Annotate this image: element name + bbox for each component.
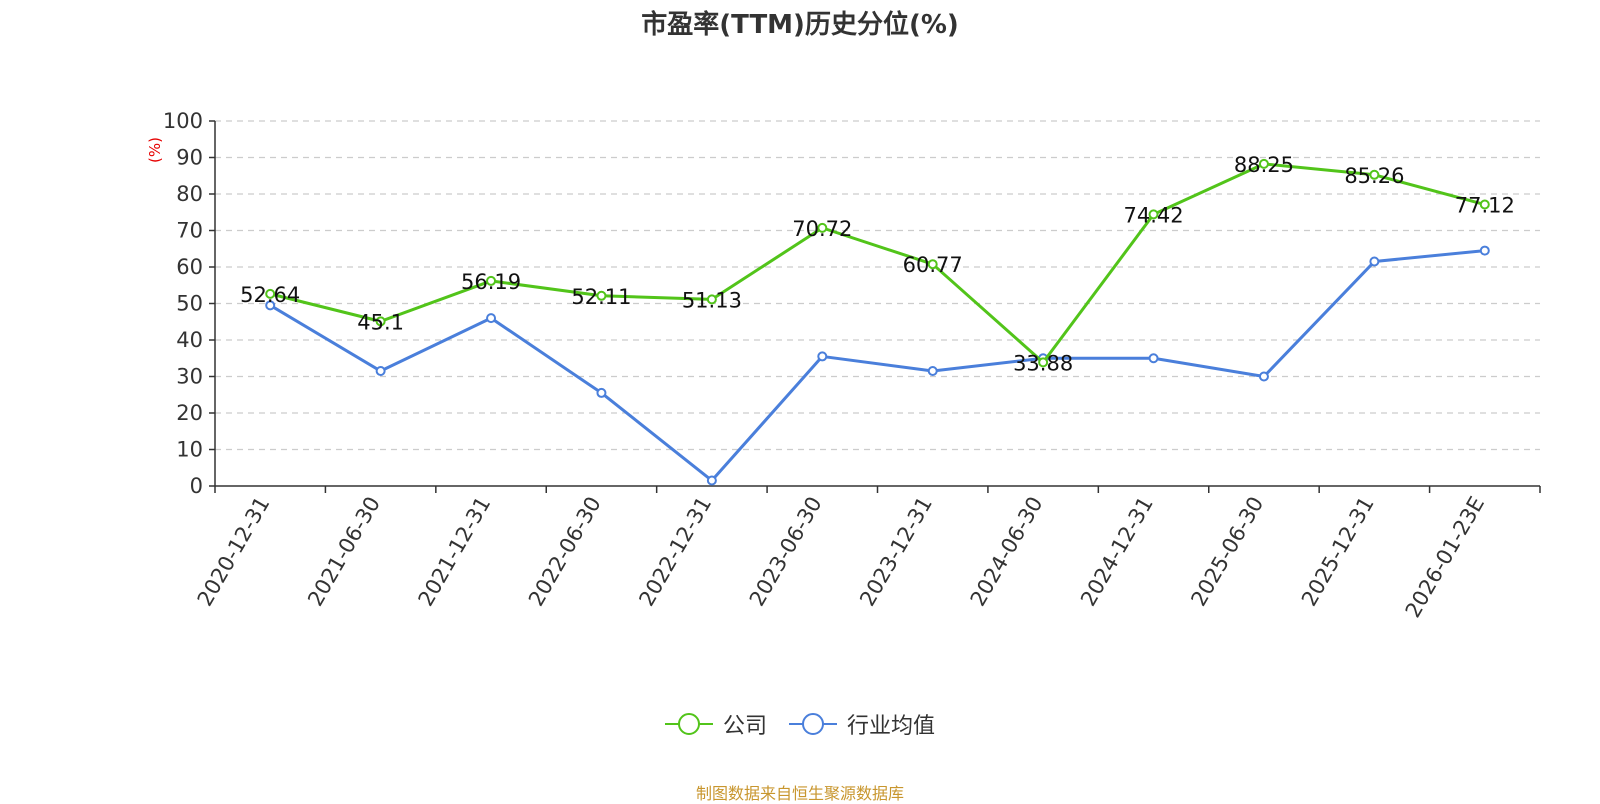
data-label-0: 52.64 — [240, 283, 300, 307]
data-label-3: 52.11 — [571, 285, 631, 309]
y-tick-label-80: 80 — [176, 182, 203, 206]
x-tick-label-2022-06-30: 2022-06-30 — [524, 493, 606, 611]
series-1-point-3 — [596, 387, 607, 398]
data-label-5: 70.72 — [792, 217, 852, 241]
data-labels: 52.64 45.1 56.19 52.11 51.13 70.72 60.77 33.88 7… — [240, 153, 1515, 375]
x-tick-label-2023-06-30: 2023-06-30 — [745, 493, 827, 611]
legend-swatch-industry-average — [789, 713, 837, 735]
series-1-point-11 — [1479, 245, 1490, 256]
series-1-point-4 — [706, 475, 717, 486]
legend-label-industry-average: 行业均值 — [847, 714, 936, 739]
series-0-point-8 — [1148, 209, 1159, 220]
data-label-9: 88.25 — [1234, 153, 1294, 177]
y-tick-label-60: 60 — [176, 255, 203, 279]
data-label-4: 51.13 — [682, 288, 742, 312]
data-label-1: 45.1 — [357, 310, 404, 334]
series-1-point-9 — [1258, 371, 1269, 382]
series-0-point-7 — [1038, 357, 1049, 368]
data-label-6: 60.77 — [903, 253, 963, 277]
y-tick-label-100: 100 — [163, 109, 203, 133]
y-tick-label-10: 10 — [176, 438, 203, 462]
grid-lines — [215, 120, 1540, 451]
y-tick-label-0: 0 — [190, 474, 203, 498]
series-0-point-11 — [1479, 199, 1490, 210]
series-0-point-10 — [1369, 169, 1380, 180]
data-source-note: 制图数据来自恒生聚源数据库 — [695, 784, 904, 803]
series-0-point-3 — [596, 290, 607, 301]
y-tick-label-30: 30 — [176, 365, 203, 389]
y-tick-label-90: 90 — [176, 146, 203, 170]
series-1-point-2 — [486, 313, 497, 324]
legend-item-company[interactable]: 公司 — [664, 708, 767, 740]
y-axis-unit-label: (%) — [145, 137, 164, 163]
data-label-7: 33.88 — [1013, 351, 1073, 375]
series-line-0 — [269, 162, 1486, 364]
x-tick-label-2023-12-31: 2023-12-31 — [855, 492, 937, 610]
series-0-point-4 — [706, 294, 717, 305]
data-label-8: 74.42 — [1123, 203, 1183, 227]
x-tick-label-2021-12-31: 2021-12-31 — [414, 492, 496, 610]
data-label-11: 77.12 — [1455, 194, 1515, 218]
x-tick-label-2025-06-30: 2025-06-30 — [1186, 493, 1268, 611]
y-tick-label-50: 50 — [176, 292, 203, 316]
series-0-point-0 — [265, 288, 276, 299]
x-tick-label-2021-06-30: 2021-06-30 — [303, 493, 385, 611]
series-1-point-5 — [817, 351, 828, 362]
y-tick-label-70: 70 — [176, 219, 203, 243]
legend: 公司 行业均值 — [0, 708, 1600, 740]
y-tick-label-40: 40 — [176, 328, 203, 352]
x-tick-label-2025-12-31: 2025-12-31 — [1297, 493, 1379, 611]
series-0-point-9 — [1258, 158, 1269, 169]
series-0-point-2 — [486, 275, 497, 286]
series-1-point-8 — [1148, 353, 1159, 364]
data-label-10: 85.26 — [1344, 164, 1404, 188]
series-1-point-0 — [265, 300, 276, 311]
series-0-point-6 — [927, 259, 938, 270]
series-1-point-10 — [1369, 256, 1380, 267]
series-lines — [265, 158, 1490, 486]
series-0-point-1 — [375, 316, 386, 327]
x-tick-label-2020-12-31: 2020-12-31 — [193, 493, 275, 611]
series-1-point-6 — [927, 366, 938, 377]
x-tick-label-2024-06-30: 2024-06-30 — [966, 493, 1048, 611]
x-tick-label-2026-01-23E: 2026-01-23E — [1401, 493, 1489, 622]
y-tick-label-20: 20 — [176, 401, 203, 425]
chart-title: 市盈率(TTM)历史分位(%) — [641, 10, 959, 40]
series-1-point-1 — [375, 366, 386, 377]
data-label-2: 56.19 — [461, 270, 521, 294]
x-tick-label-2022-12-31: 2022-12-31 — [634, 493, 716, 611]
legend-label-company: 公司 — [722, 714, 767, 739]
legend-swatch-company — [664, 713, 713, 735]
series-line-1 — [269, 249, 1485, 483]
legend-item-industry-average[interactable]: 行业均值 — [789, 708, 935, 740]
x-tick-label-2024-12-31: 2024-12-31 — [1076, 493, 1158, 611]
series-0-point-5 — [817, 222, 828, 233]
